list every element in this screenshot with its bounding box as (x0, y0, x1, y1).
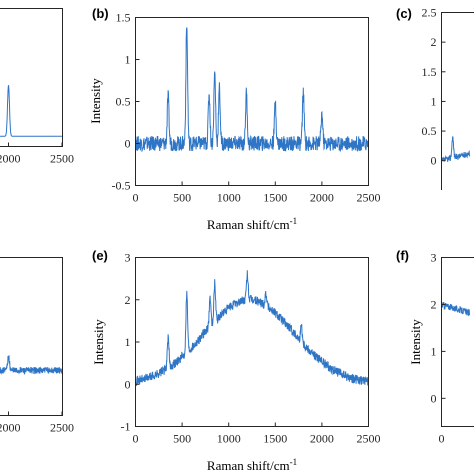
y-tick-label: 2 (431, 35, 437, 49)
y-tick-label: 1 (431, 94, 437, 108)
y-tick-label: 0.5 (422, 124, 437, 138)
panel-e-plot-frame (135, 257, 369, 427)
panel-e-ylabel: Intensity (91, 319, 106, 365)
y-tick-label: 2.5 (422, 6, 437, 20)
x-tick-label: 2500 (357, 432, 381, 446)
y-tick-label: 0 (431, 391, 437, 405)
panel-c-spectrum (441, 136, 470, 163)
panel-d-spectrum (0, 354, 63, 376)
panel-c-label: (c) (396, 6, 412, 21)
y-tick-label: 0 (431, 154, 437, 168)
panel-d: 2000 2500 (0, 257, 74, 435)
panel-e-xlabel-main: Raman shift/cm (207, 458, 290, 473)
panel-e-spectrum (135, 270, 369, 386)
y-tick-label: 1.5 (422, 65, 437, 79)
panel-b: (b) 0 500 1000 1500 2000 2500-0.500.511.5 Int… (88, 6, 381, 232)
x-tick-label: 0 (439, 432, 445, 446)
panel-b-xlabel-main: Raman shift/cm (207, 217, 290, 232)
y-tick-label: 3 (125, 251, 131, 265)
y-tick-label: 2 (125, 293, 131, 307)
panel-f-label: (f) (396, 248, 409, 263)
x-tick-label: 2000 (310, 432, 334, 446)
panel-a: 2000 2500 (0, 8, 74, 166)
panel-f-spectrum (441, 302, 470, 317)
panel-e-xlabel-sup: -1 (290, 457, 298, 467)
x-tick-label: 2500 (50, 152, 74, 166)
x-tick-label: 2500 (50, 421, 74, 435)
x-tick-label: 0 (133, 432, 139, 446)
x-tick-label: 500 (173, 432, 191, 446)
x-tick-label: 1000 (217, 191, 241, 205)
y-tick-label: 1 (125, 53, 131, 67)
y-tick-label: 1.5 (116, 11, 131, 25)
x-tick-label: 1000 (217, 432, 241, 446)
x-tick-label: 2000 (0, 421, 21, 435)
x-tick-label: 2500 (357, 191, 381, 205)
panel-b-xlabel: Raman shift/cm-1 (207, 216, 297, 232)
x-tick-label: 1500 (263, 432, 287, 446)
x-tick-label: 1500 (263, 191, 287, 205)
y-tick-label: 0.5 (116, 95, 131, 109)
y-tick-label: 3 (431, 251, 437, 265)
y-tick-label: -0.5 (112, 179, 131, 193)
x-tick-label: 2000 (0, 152, 21, 166)
y-tick-label: 1 (125, 335, 131, 349)
panel-b-plot-frame (135, 17, 369, 186)
y-tick-label: 0 (125, 137, 131, 151)
panel-b-ylabel: Intensity (88, 78, 103, 124)
y-tick-label: 0 (125, 377, 131, 391)
panel-b-spectrum (135, 27, 369, 153)
y-tick-label: -1 (121, 420, 131, 434)
panel-f: (f) 0 0 1 2 3 Intensity (396, 248, 474, 446)
x-tick-label: 500 (173, 191, 191, 205)
y-tick-label: 1 (431, 344, 437, 358)
panel-f-ylabel: Intensity (408, 319, 423, 365)
x-tick-label: 2000 (310, 191, 334, 205)
panel-e-xlabel: Raman shift/cm-1 (207, 457, 297, 473)
y-tick-label: 2 (431, 297, 437, 311)
panel-e-label: (e) (92, 248, 108, 263)
panel-b-label: (b) (92, 6, 109, 21)
x-tick-label: 0 (133, 191, 139, 205)
panel-b-xlabel-sup: -1 (290, 216, 298, 226)
panel-c: (c) 0 0.5 1 1.5 2 2.5 (396, 6, 474, 190)
panel-a-spectrum (0, 85, 62, 137)
